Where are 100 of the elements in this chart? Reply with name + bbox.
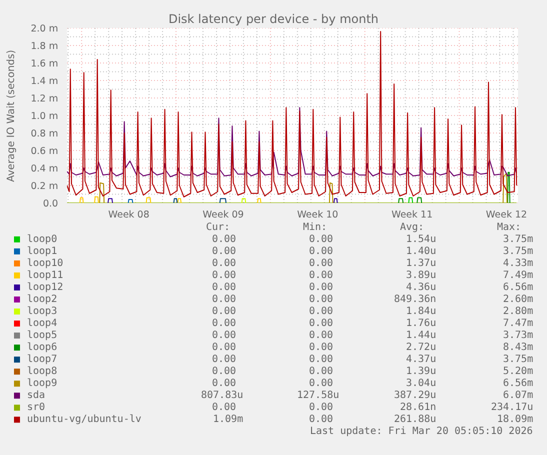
y-tick-label: 0.4 m bbox=[30, 163, 58, 174]
text: 1.44u bbox=[406, 330, 436, 341]
legend-label: loop10 bbox=[27, 258, 64, 269]
text: 0.00 bbox=[309, 234, 334, 245]
text: 1.84u bbox=[406, 306, 436, 317]
text: 387.29u bbox=[394, 390, 436, 401]
legend-label: loop3 bbox=[27, 306, 58, 317]
y-tick-label: 1.0 m bbox=[30, 110, 58, 122]
text: 0.00 bbox=[212, 246, 236, 257]
y-tick-label: 1.8 m bbox=[30, 40, 58, 52]
text: 0.00 bbox=[309, 342, 334, 353]
text: 0.00 bbox=[309, 306, 334, 317]
text: 0.00 bbox=[212, 294, 236, 305]
text: 3.75m bbox=[503, 246, 534, 257]
text: 127.58u bbox=[297, 390, 340, 401]
y-tick-label: 0.8 m bbox=[30, 128, 58, 140]
y-tick-label: 1.6 m bbox=[30, 58, 58, 70]
text: 234.17u bbox=[491, 402, 534, 413]
y-tick-label: 1.2 m bbox=[30, 93, 58, 104]
legend-label: loop11 bbox=[27, 270, 64, 281]
text: 3.73m bbox=[503, 330, 534, 341]
legend-label: loop12 bbox=[27, 282, 64, 293]
legend-label: loop5 bbox=[27, 330, 58, 341]
text: 6.56m bbox=[503, 282, 534, 293]
text: 0.00 bbox=[212, 330, 236, 341]
text: 0.00 bbox=[212, 306, 236, 317]
text: 0.00 bbox=[309, 270, 334, 281]
text: 1.39u bbox=[406, 366, 436, 377]
text: 0.00 bbox=[212, 378, 236, 389]
y-tick-label: 0.6 m bbox=[30, 146, 58, 157]
text: Min: bbox=[303, 222, 328, 233]
legend-label: loop6 bbox=[27, 342, 58, 353]
text: 7.49m bbox=[503, 270, 534, 281]
text: 0.00 bbox=[309, 402, 334, 413]
text: 0.00 bbox=[212, 270, 236, 281]
legend-label: loop4 bbox=[27, 318, 58, 329]
text: 0.00 bbox=[212, 282, 236, 293]
text: 807.83u bbox=[201, 390, 244, 401]
text: Cur: bbox=[206, 222, 230, 233]
text: 0.00 bbox=[309, 354, 334, 365]
text: 0.00 bbox=[309, 414, 334, 425]
text: 1.37u bbox=[406, 258, 436, 269]
legend-label: sda bbox=[27, 390, 46, 401]
chart-title: Disk latency per device - by month bbox=[168, 12, 379, 26]
text: 0.00 bbox=[212, 402, 236, 413]
y-tick-label: 0.0 bbox=[42, 198, 58, 210]
legend-label: loop2 bbox=[27, 294, 58, 305]
text: 0.00 bbox=[309, 282, 334, 293]
text: 0.00 bbox=[309, 246, 334, 257]
text: Last update: Fri Mar 20 05:05:10 2026 bbox=[310, 426, 533, 437]
text: 849.36n bbox=[394, 294, 436, 305]
text: 0.00 bbox=[309, 330, 334, 341]
text: 0.00 bbox=[309, 318, 334, 329]
text: 5.20m bbox=[503, 366, 534, 377]
legend-label: loop1 bbox=[27, 246, 58, 257]
text: 2.72u bbox=[406, 342, 436, 353]
text: 8.43m bbox=[503, 342, 534, 353]
text: 3.04u bbox=[406, 378, 436, 389]
text: 1.09m bbox=[213, 414, 244, 425]
text: 28.61n bbox=[400, 402, 436, 413]
text: 2.80m bbox=[503, 306, 534, 317]
text: 3.75m bbox=[503, 354, 534, 365]
text: 0.00 bbox=[212, 318, 236, 329]
text: Avg: bbox=[400, 222, 424, 233]
legend-label: loop7 bbox=[27, 354, 58, 365]
text: 6.07m bbox=[503, 390, 534, 401]
text: 0.00 bbox=[309, 294, 334, 305]
text: 0.00 bbox=[212, 234, 236, 245]
text: 0.00 bbox=[212, 342, 236, 353]
text: 1.76u bbox=[406, 318, 436, 329]
text: 18.09m bbox=[497, 414, 534, 425]
legend-label: loop8 bbox=[27, 366, 58, 377]
y-axis-title: Average IO Wait (seconds) bbox=[6, 50, 17, 182]
text: 3.75m bbox=[503, 234, 534, 245]
x-tick-label: Week 11 bbox=[391, 209, 433, 220]
legend-label: loop9 bbox=[27, 378, 58, 389]
text: 4.33m bbox=[503, 258, 534, 269]
legend-label: ubuntu-vg/ubuntu-lv bbox=[27, 414, 142, 425]
legend-label: sr0 bbox=[27, 402, 46, 413]
text: 261.88u bbox=[394, 414, 436, 425]
text: 1.40u bbox=[406, 246, 436, 257]
text: 0.00 bbox=[309, 378, 334, 389]
text: Max: bbox=[497, 222, 522, 233]
text: 0.00 bbox=[309, 258, 334, 269]
text: 0.00 bbox=[309, 366, 334, 377]
x-tick-label: Week 09 bbox=[202, 209, 244, 220]
y-tick-label: 2.0 m bbox=[30, 23, 58, 34]
text: 1.54u bbox=[406, 234, 436, 245]
text: 4.37u bbox=[406, 354, 436, 365]
legend-label: loop0 bbox=[27, 234, 58, 245]
x-tick-label: Week 08 bbox=[108, 209, 150, 220]
x-tick-label: Week 10 bbox=[297, 209, 338, 220]
text: 2.60m bbox=[503, 294, 534, 305]
text: 4.36u bbox=[406, 282, 436, 293]
text: 0.00 bbox=[212, 258, 236, 269]
text: 6.56m bbox=[503, 378, 534, 389]
x-tick-label: Week 12 bbox=[486, 209, 528, 220]
y-tick-label: 0.2 m bbox=[30, 180, 58, 192]
y-tick-label: 1.4 m bbox=[30, 76, 58, 87]
text: 0.00 bbox=[212, 366, 236, 377]
